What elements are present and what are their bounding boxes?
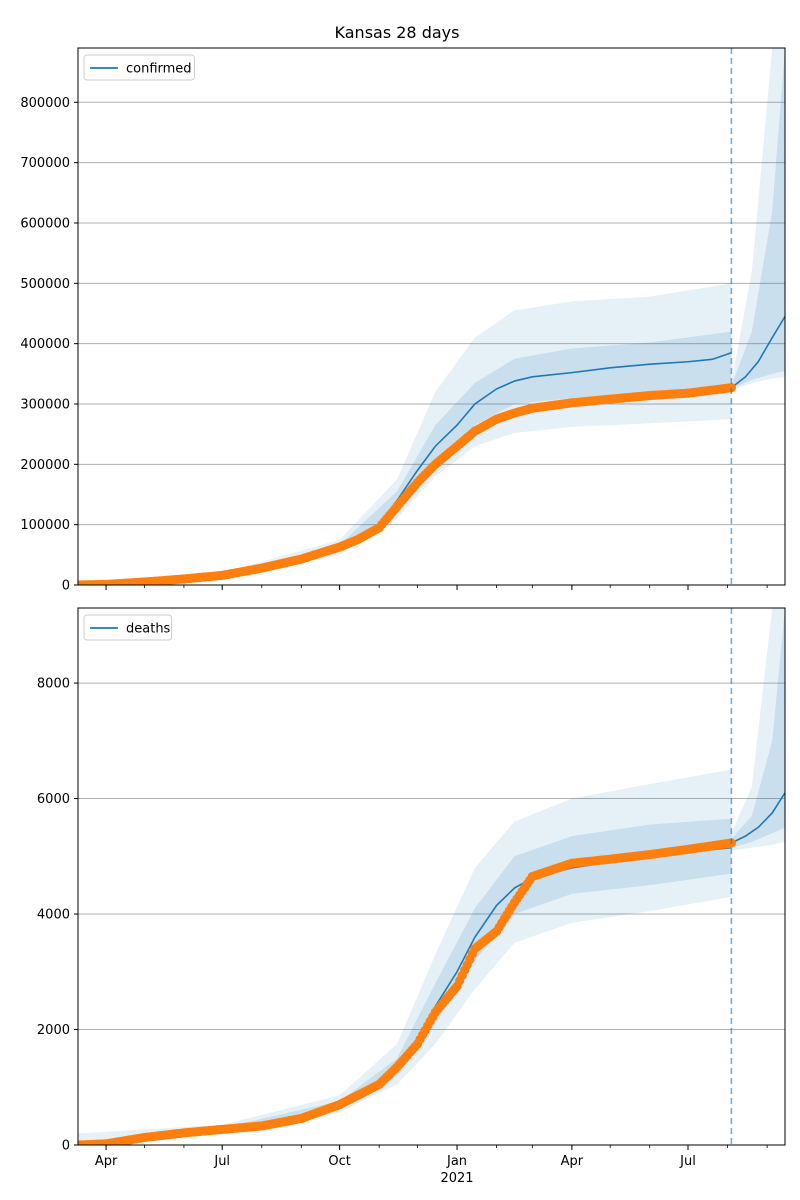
uncertainty-band-outer [78, 769, 732, 1145]
legend-box [83, 54, 195, 81]
y-tick-label: 300000 [20, 397, 70, 412]
plot-area [78, 608, 785, 1145]
x-tick-label: Jul [679, 1154, 696, 1169]
observed-point [726, 383, 737, 393]
axes-frame [77, 47, 786, 586]
uncertainty-band-outer [731, 48, 785, 391]
axes-frame [77, 607, 786, 1146]
legend-label: confirmed [126, 62, 192, 77]
x-tick-label: Oct [328, 1154, 350, 1169]
uncertainty-band-inner [731, 608, 785, 848]
y-tick-label: 6000 [37, 792, 70, 807]
y-tick-label: 800000 [20, 96, 70, 111]
y-tick-label: 200000 [20, 458, 70, 473]
forecast-line [730, 316, 785, 389]
deaths-panel: 0 2000 4000 6000 8000 Apr Jul Oct Jan Apr Jul 2021 d… [37, 607, 786, 1186]
confirmed-panel: 0 100000 200000 300000 400000 500000 600000 700… [20, 47, 786, 594]
y-tick-label: 500000 [20, 277, 70, 292]
y-tick-label: 0 [62, 1139, 70, 1154]
y-tick-label: 2000 [37, 1023, 70, 1038]
uncertainty-band-outer [78, 283, 732, 585]
y-tick-label: 4000 [37, 908, 70, 923]
x-tick-label: Jan [446, 1154, 467, 1169]
legend: confirmed [83, 54, 195, 81]
y-tick-label: 700000 [20, 156, 70, 171]
uncertainty-band-outer [731, 608, 785, 851]
uncertainty-band-inner [78, 331, 732, 585]
y-tick-label: 400000 [20, 337, 70, 352]
x-tick-label: Apr [95, 1154, 118, 1169]
legend-label: deaths [126, 622, 171, 637]
legend-box [83, 614, 173, 641]
y-tick-label: 8000 [37, 677, 70, 692]
y-tick-label: 100000 [20, 518, 70, 533]
uncertainty-band-inner [78, 818, 732, 1145]
plot-area [78, 48, 785, 585]
uncertainty-band-inner [731, 48, 785, 389]
forecast-line [731, 792, 785, 844]
x-tick-label: Apr [561, 1154, 584, 1169]
y-tick-label: 0 [62, 579, 70, 594]
x-year-label: 2021 [440, 1171, 473, 1186]
legend: deaths [83, 614, 173, 641]
y-tick-label: 600000 [20, 216, 70, 231]
x-tick-label: Jul [213, 1154, 230, 1169]
chart-title: Kansas 28 days [335, 23, 460, 42]
